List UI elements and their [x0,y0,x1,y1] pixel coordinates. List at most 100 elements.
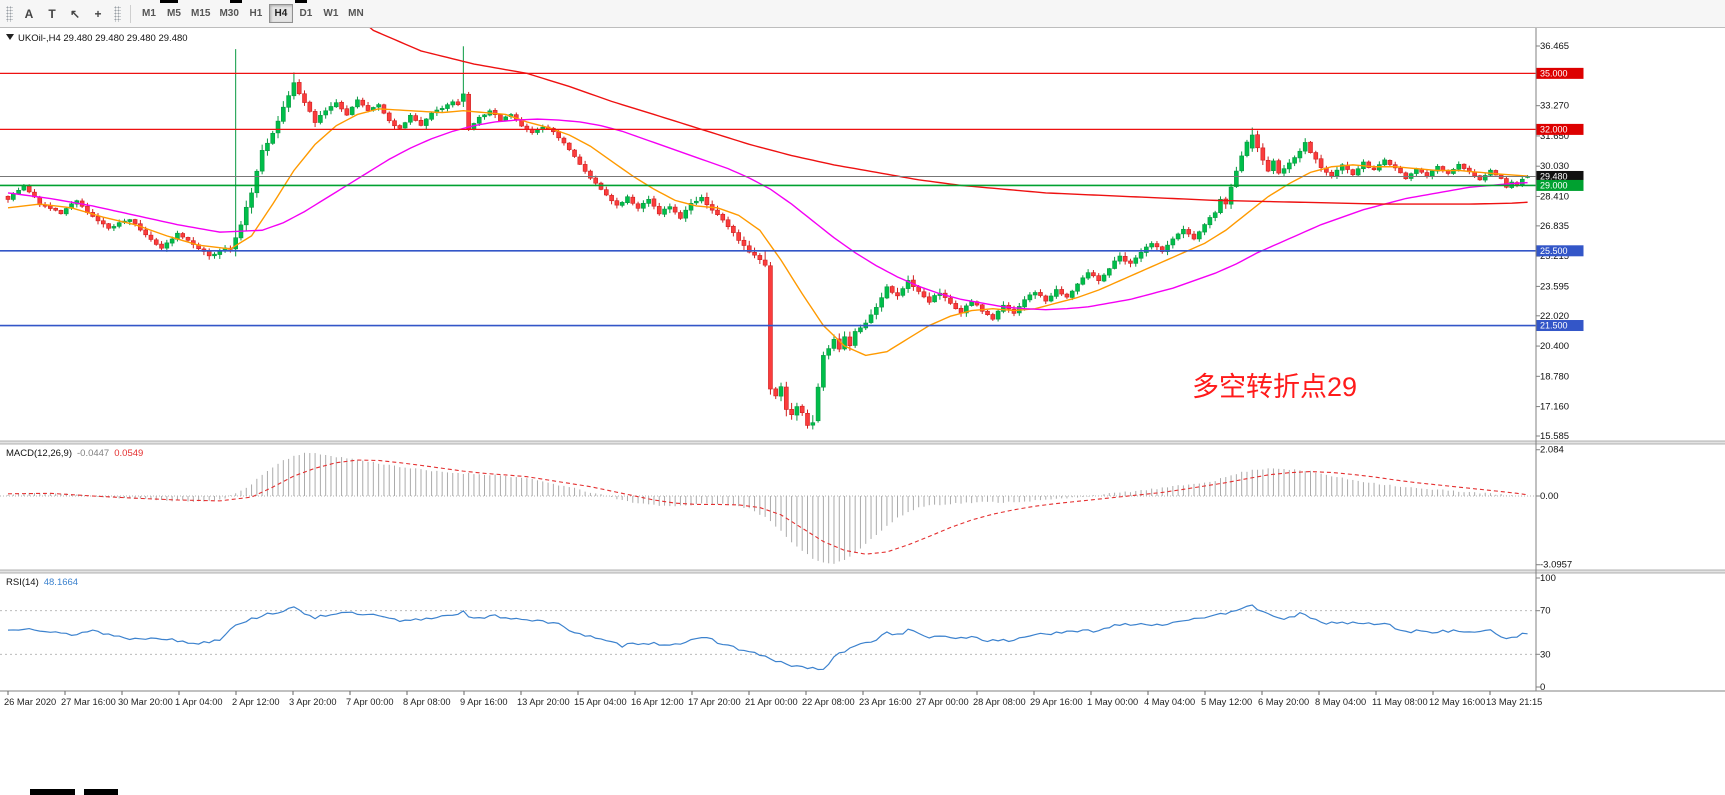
timeframe-button-w1[interactable]: W1 [323,8,339,19]
candles [5,46,1530,430]
price-axis-label: 22.020 [1540,311,1569,322]
time-axis-label: 13 Apr 20:00 [517,697,570,707]
time-axis-label: 7 Apr 00:00 [346,697,394,707]
toolbar-tools: A T ↖ + [18,3,109,25]
timeframe-button-m1[interactable]: M1 [142,8,156,19]
font-tool-button[interactable]: A [24,6,34,21]
price-axis-label: 20.400 [1540,341,1569,352]
price-axis-label: 18.780 [1540,371,1569,382]
timeframe-button-m15[interactable]: M15 [191,8,211,19]
taskbar-remnant [30,789,75,795]
window-chrome-remnant [295,0,307,3]
time-axis-label: 1 May 00:00 [1087,697,1138,707]
time-axis-label: 1 Apr 04:00 [175,697,223,707]
timeframe-button-h1[interactable]: H1 [249,8,263,19]
macd-label: MACD(12,26,9) -0.0447 0.0549 [6,448,143,459]
time-axis-label: 16 Apr 12:00 [631,697,684,707]
crosshair-tool-button[interactable]: + [94,6,102,21]
chart-header: UKOil-,H4 29.480 29.480 29.480 29.480 [18,33,188,44]
time-axis-label: 3 Apr 20:00 [289,697,337,707]
price-axis-label: 31.650 [1540,131,1569,142]
price-axis-label: 36.465 [1540,41,1569,52]
price-badge-label: 29.480 [1540,171,1568,181]
time-axis-label: 28 Apr 08:00 [973,697,1026,707]
time-axis-label: 30 Mar 20:00 [118,697,173,707]
rsi-scale-label: 70 [1540,606,1551,617]
timeframe-button-m5[interactable]: M5 [167,8,181,19]
main-chart-panel: 多空转折点29 [0,28,1536,430]
toolbar-drag-handle[interactable] [6,5,13,22]
time-axis-label: 26 Mar 2020 [4,697,56,707]
cursor-tool-button[interactable]: ↖ [69,6,81,21]
price-badge-25.500 [1536,245,1584,257]
price-badge-29.480 [1536,170,1584,182]
price-axis-label: 17.160 [1540,402,1569,413]
toolbar-drag-handle[interactable] [114,5,121,22]
chart-annotation[interactable]: 多空转折点29 [1192,372,1357,402]
time-axis-label: 29 Apr 16:00 [1030,697,1083,707]
rsi-panel [0,604,1536,671]
macd-signal-line [7,459,1528,555]
time-axis-label: 27 Apr 00:00 [916,697,969,707]
chart-dropdown-icon[interactable] [6,34,14,40]
time-axis-label: 13 May 21:15 [1486,697,1542,707]
price-axis-label: 30.030 [1540,161,1569,172]
macd-scale-label: -3.0957 [1540,560,1572,571]
toolbar: A T ↖ + M1 M5 M15 M30 H1 H4 D1 W1 MN [0,0,1725,28]
time-axis-label: 4 May 04:00 [1144,697,1195,707]
rsi-scale-label: 30 [1540,649,1551,660]
time-axis-label: 23 Apr 16:00 [859,697,912,707]
price-badge-label: 35.000 [1540,68,1568,78]
timeframe-toolbar: M1 M5 M15 M30 H1 H4 D1 W1 MN [137,4,368,23]
price-axis[interactable]: 36.465 33.270 31.650 30.030 28.410 26.835 25.2… [1535,28,1584,693]
time-axis-label: 17 Apr 20:00 [688,697,741,707]
time-axis-label: 27 Mar 16:00 [61,697,116,707]
price-badge-label: 25.500 [1540,246,1568,256]
ma-fast-line [7,108,1528,357]
time-axis[interactable]: 26 Mar 2020 27 Mar 16:00 30 Mar 20:00 1 Apr… [0,690,1725,707]
text-tool-button[interactable]: T [48,6,56,21]
time-axis-label: 12 May 16:00 [1429,697,1485,707]
rsi-scale-label: 100 [1540,573,1556,584]
price-badge-32.000 [1536,123,1584,135]
macd-panel [0,452,1536,564]
window-chrome-remnant [230,0,242,3]
rsi-line [7,604,1528,671]
rsi-label: RSI(14) 48.1664 [6,577,78,588]
price-badge-21.500 [1536,320,1584,332]
time-axis-label: 8 Apr 08:00 [403,697,451,707]
ma-mid-line [7,118,1528,311]
time-axis-label: 2 Apr 12:00 [232,697,280,707]
macd-histogram [7,452,1529,564]
price-axis-label: 25.215 [1540,251,1569,262]
taskbar-remnant [84,789,118,795]
price-axis-label: 23.595 [1540,281,1569,292]
time-axis-label: 5 May 12:00 [1201,697,1252,707]
price-badge-label: 29.000 [1540,180,1568,190]
time-axis-label: 22 Apr 08:00 [802,697,855,707]
time-axis-label: 8 May 04:00 [1315,697,1366,707]
price-axis-label: 15.585 [1540,431,1569,442]
time-axis-label: 15 Apr 04:00 [574,697,627,707]
time-axis-label: 11 May 08:00 [1372,697,1428,707]
macd-scale-label: 2.084 [1540,445,1564,456]
price-axis-label: 26.835 [1540,221,1569,232]
timeframe-button-h4[interactable]: H4 [268,4,293,23]
price-axis-label: 28.410 [1540,191,1569,202]
macd-scale-label: 0.00 [1540,491,1559,502]
time-axis-label: 21 Apr 00:00 [745,697,798,707]
timeframe-button-mn[interactable]: MN [348,8,364,19]
window-chrome-remnant [160,0,178,3]
chart-svg: 多空转折点29 UKOil-,H4 29.480 29.480 29.480 29… [0,28,1725,707]
ma-slow-line [369,28,1528,205]
rsi-scale-label: 0 [1540,682,1545,693]
timeframe-button-d1[interactable]: D1 [299,8,313,19]
time-axis-label: 9 Apr 16:00 [460,697,508,707]
panel-divider[interactable] [0,441,1725,444]
price-axis-label: 33.270 [1540,101,1569,112]
panel-divider[interactable] [0,570,1725,573]
price-badge-label: 21.500 [1540,321,1568,331]
price-badge-29.000 [1536,179,1584,191]
timeframe-button-m30[interactable]: M30 [219,8,239,19]
time-axis-label: 6 May 20:00 [1258,697,1309,707]
